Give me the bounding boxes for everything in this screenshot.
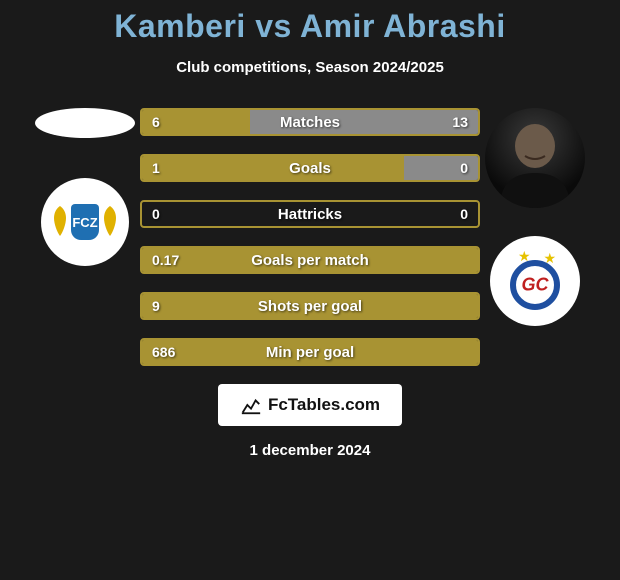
stat-label: Hattricks (278, 206, 342, 223)
stat-label: Goals per match (251, 252, 369, 269)
stat-row: Hattricks 0 0 (140, 200, 480, 228)
chart-icon (240, 394, 262, 416)
branding-text: FcTables.com (268, 395, 380, 415)
page-title: Kamberi vs Amir Abrashi (114, 8, 505, 45)
stat-row: Goals per match 0.17 (140, 246, 480, 274)
lion-left-icon (50, 204, 70, 240)
stat-value-p2: 0 (460, 160, 468, 176)
subtitle: Club competitions, Season 2024/2025 (176, 59, 444, 76)
stat-row: Goals 1 0 (140, 154, 480, 182)
date-text: 1 december 2024 (250, 442, 371, 459)
stat-value-p2: 0 (460, 206, 468, 222)
stat-value-p1: 686 (152, 344, 175, 360)
gcz-logo-icon: ★ ★ GC (500, 246, 570, 316)
stat-value-p2: 13 (452, 114, 468, 130)
stat-value-p1: 0.17 (152, 252, 179, 268)
stat-label: Goals (289, 160, 331, 177)
stat-row: Matches 6 13 (140, 108, 480, 136)
stat-row: Min per goal 686 (140, 338, 480, 366)
stat-value-p1: 6 (152, 114, 160, 130)
player2-column: ★ ★ GC (480, 108, 590, 326)
player2-avatar (485, 108, 585, 208)
chart-area: FCZ Matches 6 13 Goals 1 0 Hattricks 0 0 Goals pe… (0, 108, 620, 366)
stat-value-p1: 0 (152, 206, 160, 222)
avatar-silhouette-icon (485, 108, 585, 208)
stat-label: Min per goal (266, 344, 354, 361)
fcz-shield-icon: FCZ (71, 204, 99, 240)
comparison-infographic: Kamberi vs Amir Abrashi Club competition… (0, 0, 620, 580)
player1-avatar-placeholder (35, 108, 135, 138)
gcz-letters: GC (522, 274, 549, 295)
bar-fill-p1 (142, 156, 404, 180)
player1-column: FCZ (30, 108, 140, 266)
player1-club-logo: FCZ (41, 178, 129, 266)
stat-label: Shots per goal (258, 298, 362, 315)
stat-row: Shots per goal 9 (140, 292, 480, 320)
comparison-bars: Matches 6 13 Goals 1 0 Hattricks 0 0 Goals per ma… (140, 108, 480, 366)
stat-value-p1: 1 (152, 160, 160, 176)
player2-club-logo: ★ ★ GC (490, 236, 580, 326)
branding-badge: FcTables.com (218, 384, 402, 426)
fcz-logo-icon: FCZ (50, 187, 120, 257)
lion-right-icon (100, 204, 120, 240)
stat-value-p1: 9 (152, 298, 160, 314)
stat-label: Matches (280, 114, 340, 131)
